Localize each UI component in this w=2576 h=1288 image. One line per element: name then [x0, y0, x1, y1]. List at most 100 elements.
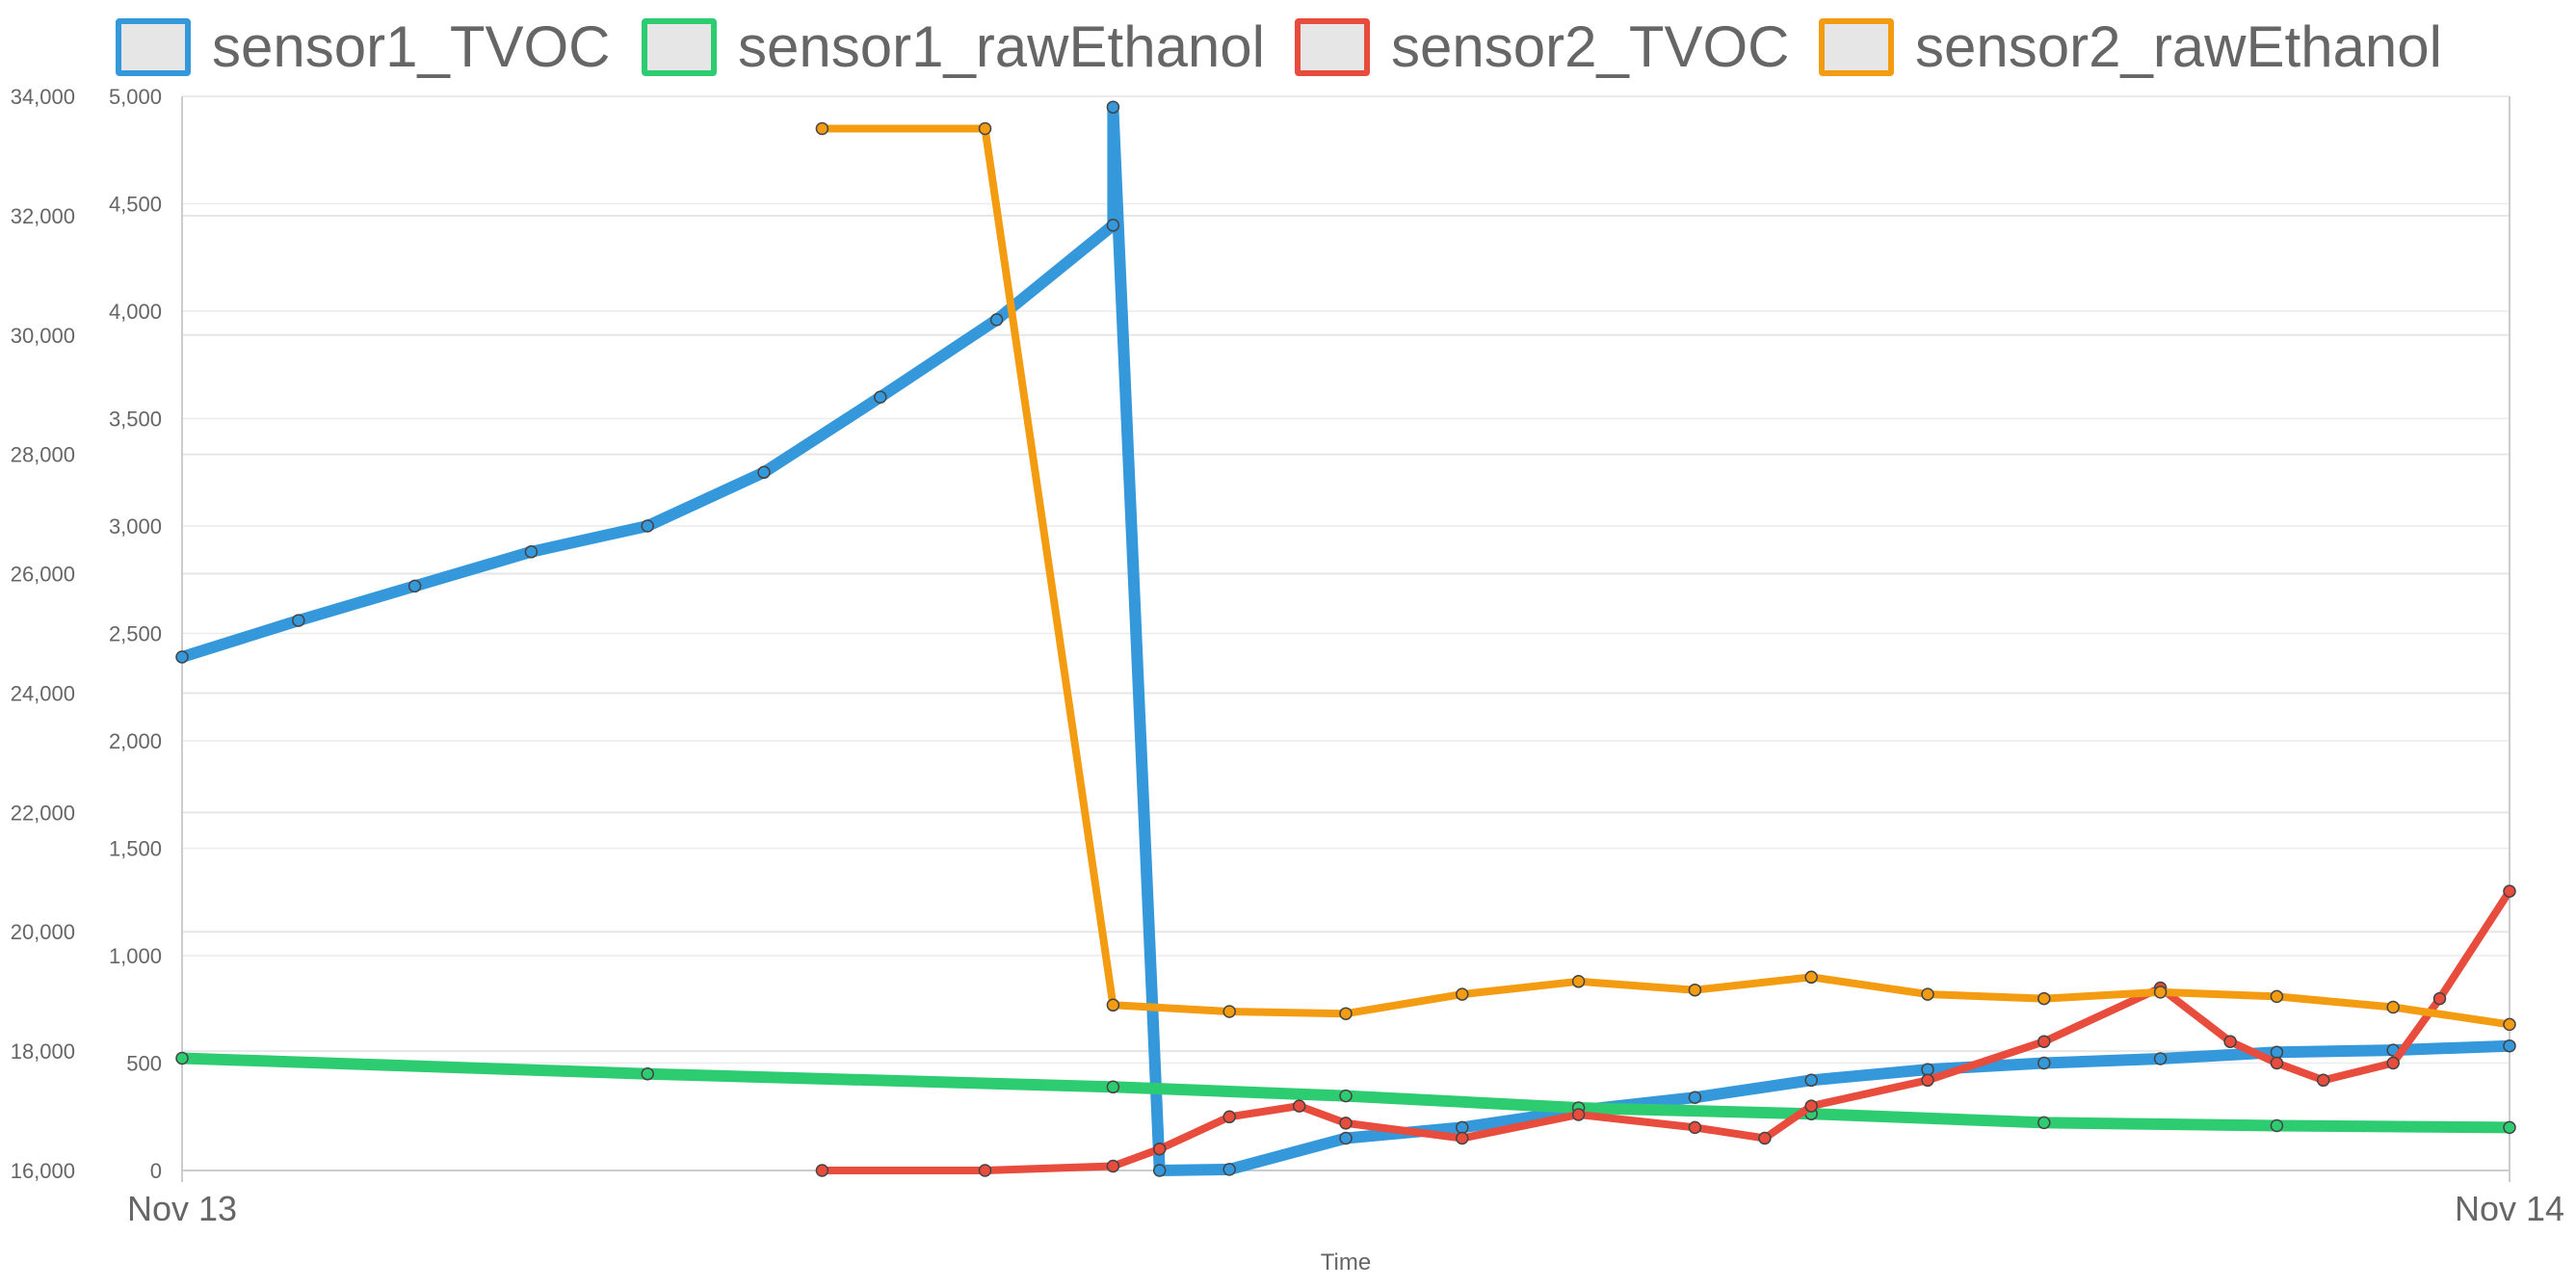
data-point[interactable] — [1106, 1080, 1120, 1094]
data-point[interactable] — [1222, 1163, 1236, 1176]
data-point[interactable] — [1921, 1073, 1934, 1088]
data-point[interactable] — [1804, 1073, 1818, 1088]
data-point[interactable] — [978, 121, 992, 136]
right-tick-label: 500 — [126, 1052, 162, 1076]
data-point[interactable] — [1106, 998, 1120, 1012]
data-point[interactable] — [2270, 1056, 2284, 1070]
left-tick-label: 20,000 — [11, 920, 75, 944]
right-tick-label: 0 — [150, 1159, 162, 1183]
legend-label: sensor1_rawEthanol — [738, 14, 1266, 79]
legend-swatch — [1295, 18, 1370, 76]
right-tick-label: 3,000 — [109, 514, 162, 539]
legend-label: sensor2_rawEthanol — [1915, 14, 2443, 79]
series-lines — [175, 100, 2516, 1177]
left-tick-label: 18,000 — [11, 1039, 75, 1064]
data-point[interactable] — [1222, 1110, 1236, 1124]
data-point[interactable] — [641, 1066, 654, 1081]
data-point[interactable] — [1152, 1164, 1167, 1177]
data-point[interactable] — [2037, 991, 2051, 1006]
data-point[interactable] — [757, 465, 771, 480]
left-tick-label: 24,000 — [11, 681, 75, 705]
left-tick-label: 26,000 — [11, 563, 75, 587]
data-point[interactable] — [1106, 219, 1120, 232]
series-sensor2_TVOC — [815, 884, 2516, 1177]
data-point[interactable] — [524, 545, 539, 559]
data-point[interactable] — [1222, 1005, 1236, 1018]
data-point[interactable] — [2386, 1056, 2400, 1070]
legend-item-sensor2-rawethanol[interactable]: sensor2_rawEthanol — [1819, 15, 2442, 79]
data-point[interactable] — [1339, 1089, 1353, 1103]
data-point[interactable] — [2037, 1116, 2051, 1130]
right-tick-label: 3,500 — [109, 407, 162, 432]
data-point[interactable] — [989, 313, 1004, 327]
right-tick-label: 1,000 — [109, 944, 162, 968]
data-point[interactable] — [1106, 100, 1120, 114]
data-point[interactable] — [175, 650, 189, 664]
data-point[interactable] — [1571, 1108, 1586, 1121]
data-point[interactable] — [2037, 1056, 2051, 1070]
data-point[interactable] — [2270, 1118, 2284, 1133]
left-tick-label: 32,000 — [11, 204, 75, 228]
data-point[interactable] — [2270, 1045, 2284, 1060]
data-point[interactable] — [1921, 987, 1934, 1001]
data-point[interactable] — [1292, 1099, 1306, 1113]
data-point[interactable] — [2037, 1035, 2051, 1048]
data-point[interactable] — [1339, 1117, 1353, 1130]
legend-item-sensor1-rawethanol[interactable]: sensor1_rawEthanol — [642, 15, 1265, 79]
x-axis-title: Time — [1321, 1249, 1371, 1275]
data-point[interactable] — [1688, 983, 1702, 997]
data-point[interactable] — [2153, 1052, 2168, 1065]
data-point[interactable] — [2386, 1000, 2400, 1014]
data-point[interactable] — [2503, 1120, 2516, 1135]
data-point[interactable] — [2503, 884, 2516, 898]
data-point[interactable] — [1571, 975, 1586, 988]
data-point[interactable] — [2316, 1073, 2330, 1088]
legend-swatch — [116, 18, 191, 76]
right-tick-label: 2,500 — [109, 622, 162, 646]
data-point[interactable] — [641, 519, 654, 533]
data-point[interactable] — [1456, 1131, 1469, 1145]
right-tick-label: 4,500 — [109, 193, 162, 217]
series-sensor2_rawEthanol — [815, 121, 2516, 1032]
data-point[interactable] — [2270, 989, 2284, 1004]
data-point[interactable] — [1339, 1007, 1353, 1020]
legend-swatch — [1819, 18, 1894, 76]
left-tick-label: 30,000 — [11, 324, 75, 348]
data-point[interactable] — [407, 579, 422, 593]
data-point[interactable] — [1688, 1091, 1702, 1104]
legend-item-sensor1-tvoc[interactable]: sensor1_TVOC — [116, 15, 611, 79]
right-tick-label: 4,000 — [109, 300, 162, 324]
data-point[interactable] — [1688, 1120, 1702, 1135]
data-point[interactable] — [2223, 1035, 2237, 1048]
left-tick-label: 16,000 — [11, 1159, 75, 1183]
data-point[interactable] — [1456, 1120, 1469, 1135]
data-point[interactable] — [1921, 1063, 1934, 1076]
data-point[interactable] — [1106, 1159, 1120, 1173]
data-point[interactable] — [1339, 1131, 1353, 1145]
data-point[interactable] — [815, 121, 829, 136]
data-point[interactable] — [874, 390, 887, 404]
data-point[interactable] — [2503, 1017, 2516, 1032]
legend-item-sensor2-tvoc[interactable]: sensor2_TVOC — [1295, 15, 1790, 79]
data-point[interactable] — [815, 1164, 829, 1177]
data-point[interactable] — [175, 1051, 189, 1065]
data-point[interactable] — [2432, 991, 2447, 1006]
legend: sensor1_TVOC sensor1_rawEthanol sensor2_… — [0, 0, 2576, 89]
legend-label: sensor1_TVOC — [212, 14, 611, 79]
data-point[interactable] — [1758, 1131, 1772, 1145]
legend-label: sensor2_TVOC — [1391, 14, 1790, 79]
left-tick-label: 28,000 — [11, 443, 75, 467]
data-point[interactable] — [292, 614, 305, 627]
data-point[interactable] — [1804, 1099, 1818, 1113]
data-point[interactable] — [978, 1164, 992, 1177]
data-point[interactable] — [1456, 987, 1469, 1001]
right-tick-label: 5,000 — [109, 85, 162, 109]
left-axis-ticks: 16,000 18,000 20,000 22,000 24,000 26,000 28,0… — [11, 85, 75, 1183]
data-point[interactable] — [1804, 970, 1818, 985]
axes — [181, 96, 2510, 1171]
data-point[interactable] — [1152, 1142, 1167, 1156]
data-point[interactable] — [2503, 1038, 2516, 1053]
data-point[interactable] — [2153, 986, 2168, 999]
